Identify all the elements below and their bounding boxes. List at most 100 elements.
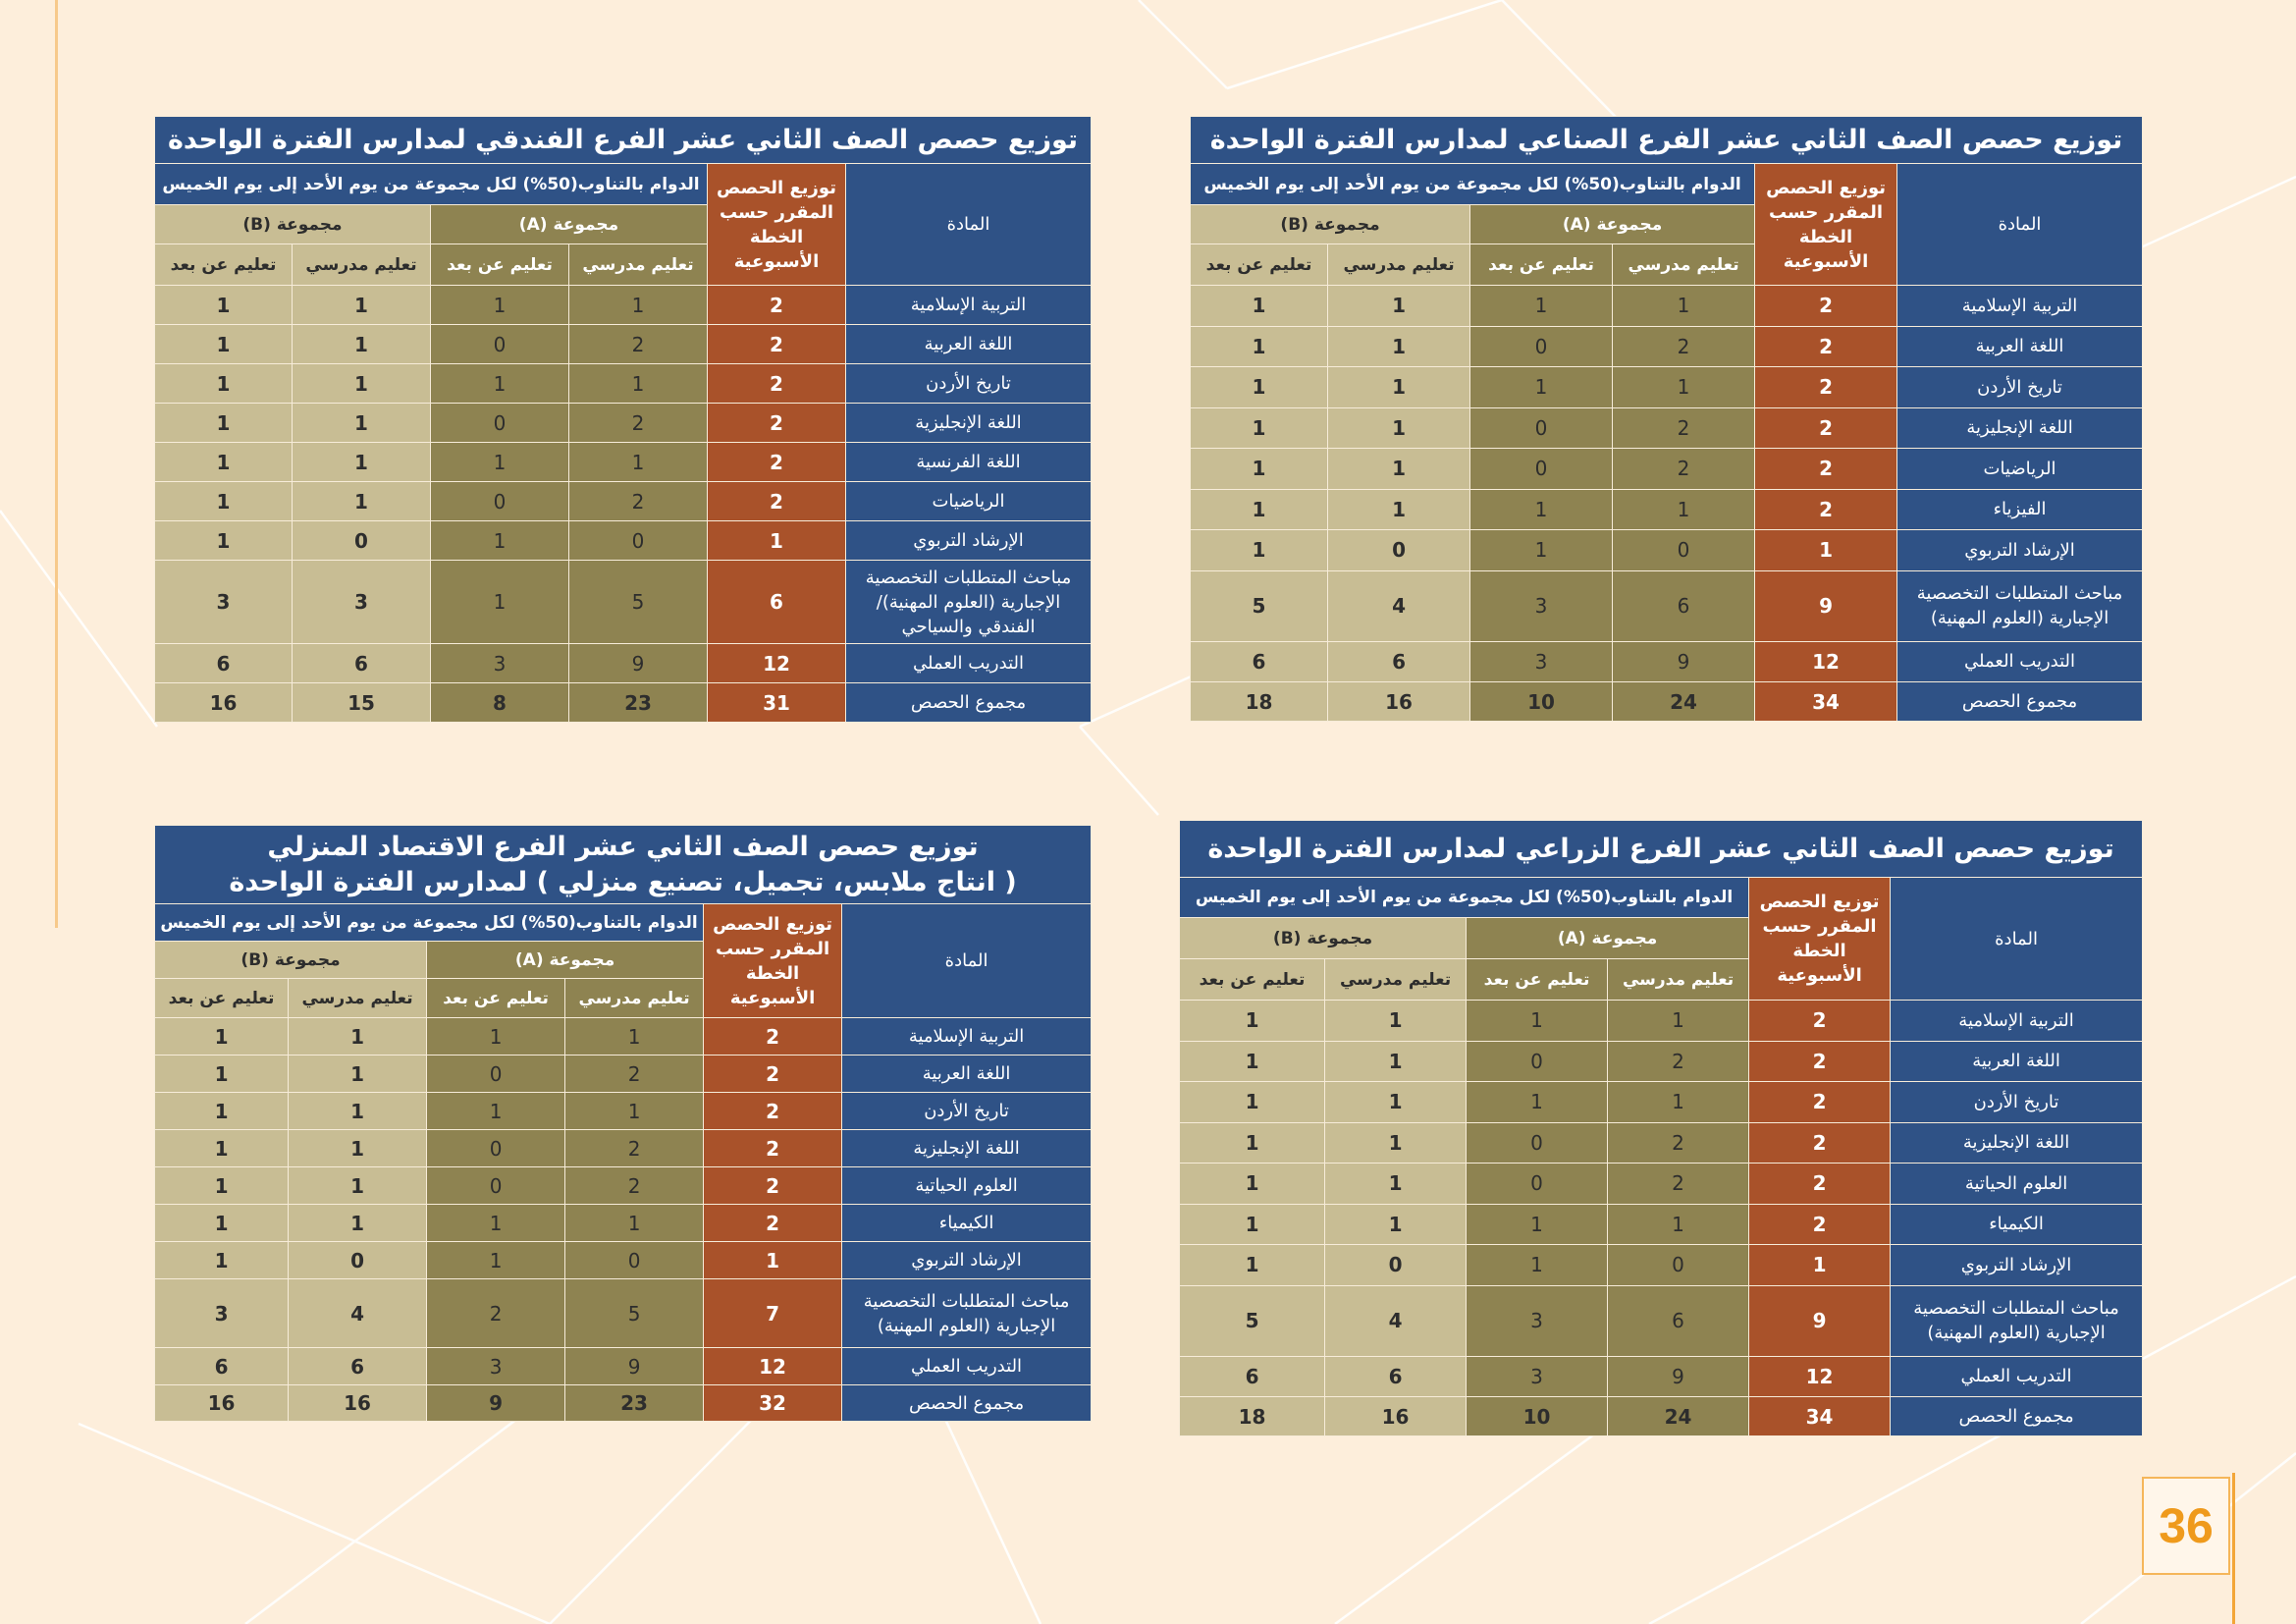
subject-cell: العلوم الحياتية [1890,1163,2144,1205]
group-b-remote-cell: 18 [1178,1396,1326,1436]
group-a-school-cell: 5 [564,1278,705,1348]
group-b-remote-cell: 1 [154,442,293,482]
group-a-remote-cell: 1 [430,285,569,325]
table-row: الإرشاد التربوي 1 0 1 0 1 [154,520,1092,561]
table-row: اللغة الإنجليزية 2 2 0 1 1 [1178,1121,2144,1164]
plan-cell: 12 [1748,1355,1892,1397]
subject-cell: التدريب العملي [845,643,1092,683]
page-number: 36 [2142,1477,2230,1575]
group-a-remote-cell: 1 [426,1241,566,1279]
subject-cell: الإرشاد التربوي [1890,1244,2144,1286]
group-a-remote-cell: 1 [426,1204,566,1242]
table-agricultural: توزيع حصص الصف الثاني عشر الفرع الزراعي … [1178,820,2144,1436]
group-b-remote-cell: 1 [154,363,293,404]
table-row: مباحث المتطلبات التخصصية الإجبارية (العل… [154,560,1092,644]
total-row: مجموع الحصص 34 24 10 16 18 [1189,681,2144,722]
subject-cell: اللغة العربية [1890,1040,2144,1082]
subject-cell: الإرشاد التربوي [845,520,1092,561]
group-a-school-cell: 2 [1612,406,1756,449]
rotation-header: الدوام بالتناوب(50%) لكل مجموعة من يوم ا… [1178,877,1750,918]
group-a-remote-cell: 0 [430,481,569,521]
group-b-school-cell: 6 [288,1347,428,1385]
group-a-school-cell: 9 [568,643,708,683]
group-a-header: مجموعة (A) [426,941,705,979]
group-b-school-cell: 1 [1324,1203,1468,1245]
subject-column-header: المادة [1896,163,2144,286]
table-row: الإرشاد التربوي 1 0 1 0 1 [153,1241,1093,1279]
group-a-school-cell: 5 [568,560,708,644]
group-b-school-cell: 4 [288,1278,428,1348]
subject-column-header: المادة [845,163,1092,286]
group-b-school-cell: 6 [1327,640,1471,682]
table-title: توزيع حصص الصف الثاني عشر الفرع الفندقي … [154,116,1092,164]
table-row: العلوم الحياتية 2 2 0 1 1 [153,1166,1093,1205]
group-a-school-cell: 2 [1612,325,1756,367]
group-a-remote-cell: 1 [430,560,569,644]
table-row: التربية الإسلامية 2 1 1 1 1 [1189,285,2144,327]
subject-cell: تاريخ الأردن [845,363,1092,404]
plan-cell: 2 [707,403,846,443]
plan-cell: 2 [707,324,846,364]
group-a-remote-cell: 3 [1466,1284,1609,1357]
group-b-school-cell: 1 [1327,406,1471,449]
plan-cell: 31 [707,682,846,723]
group-b-header: مجموعة (B) [1178,917,1468,959]
group-b-school-cell: 0 [288,1241,428,1279]
rotation-header: الدوام بالتناوب(50%) لكل مجموعة من يوم ا… [153,903,705,942]
subject-cell: التدريب العملي [1890,1355,2144,1397]
group-b-remote-cell: 1 [1189,529,1329,571]
table-row: الفيزياء 2 1 1 1 1 [1189,488,2144,530]
group-a-remote-cell: 10 [1469,681,1614,722]
group-a-school-cell: 23 [568,682,708,723]
group-a-school-cell: 1 [568,285,708,325]
group-b-remote-cell: 1 [1178,1203,1326,1245]
table-title: توزيع حصص الصف الثاني عشر الفرع الصناعي … [1189,116,2144,164]
group-a-school-cell: 24 [1612,681,1756,722]
group-a-remote-cell: 1 [1469,285,1614,327]
group-a-remote-cell: 1 [1466,1244,1609,1286]
group-a-school-cell: 1 [1612,488,1756,530]
group-b-header: مجموعة (B) [1189,204,1471,244]
table-row: مباحث المتطلبات التخصصية الإجبارية (العل… [153,1278,1093,1348]
group-a-school-cell: 1 [568,442,708,482]
group-b-remote-cell: 6 [153,1347,290,1385]
group-b-remote-cell: 1 [1178,1000,1326,1042]
plan-cell: 2 [707,285,846,325]
table-title: توزيع حصص الصف الثاني عشر الفرع الاقتصاد… [153,825,1093,904]
group-a-remote-header: تعليم عن بعد [1469,244,1614,286]
group-b-remote-cell: 1 [1189,285,1329,327]
subject-cell: اللغة الإنجليزية [1890,1121,2144,1164]
plan-cell: 2 [703,1055,843,1093]
group-b-school-cell: 1 [1324,1081,1468,1123]
group-a-school-header: تعليم مدرسي [1607,958,1750,1001]
group-a-remote-cell: 3 [1469,640,1614,682]
group-a-school-cell: 1 [1612,285,1756,327]
group-b-school-cell: 6 [1324,1355,1468,1397]
group-b-school-cell: 0 [1324,1244,1468,1286]
group-b-school-cell: 1 [292,403,431,443]
subject-cell: تاريخ الأردن [1896,366,2144,408]
weekly-plan-header: توزيع الحصص المقرر حسب الخطة الأسبوعية [1754,163,1898,286]
group-a-remote-cell: 0 [1469,406,1614,449]
plan-cell: 12 [707,643,846,683]
left-accent-line [55,0,58,928]
table-row: التربية الإسلامية 2 1 1 1 1 [153,1017,1093,1056]
group-b-remote-header: تعليم عن بعد [1178,958,1326,1001]
group-a-school-cell: 2 [564,1166,705,1205]
group-a-remote-cell: 1 [430,442,569,482]
group-b-remote-cell: 1 [154,403,293,443]
group-a-school-cell: 1 [564,1204,705,1242]
group-a-remote-cell: 1 [1469,488,1614,530]
subject-cell: مجموع الحصص [841,1384,1093,1422]
subject-cell: التربية الإسلامية [845,285,1092,325]
group-a-remote-cell: 0 [426,1166,566,1205]
table-row: تاريخ الأردن 2 1 1 1 1 [1189,366,2144,408]
plan-cell: 2 [1748,1203,1892,1245]
subject-cell: مجموع الحصص [845,682,1092,723]
group-b-remote-cell: 1 [154,285,293,325]
subject-cell: التدريب العملي [841,1347,1093,1385]
group-b-remote-cell: 1 [153,1204,290,1242]
group-b-remote-cell: 1 [1189,488,1329,530]
table-row: مباحث المتطلبات التخصصية الإجبارية (العل… [1189,569,2144,642]
group-b-school-cell: 1 [292,442,431,482]
